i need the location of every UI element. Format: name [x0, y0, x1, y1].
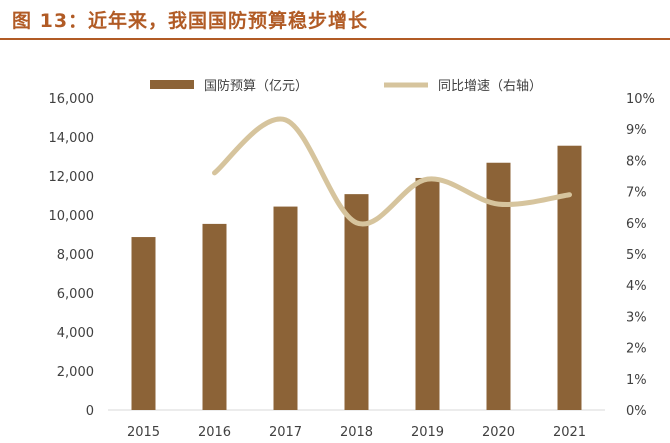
left-y-tick-label: 2,000	[57, 365, 94, 380]
right-y-tick-label: 6%	[626, 217, 647, 232]
x-tick-label: 2018	[340, 425, 373, 440]
x-tick-label: 2019	[411, 425, 444, 440]
left-y-tick-label: 8,000	[57, 248, 94, 263]
legend-bar-label: 国防预算（亿元）	[204, 78, 308, 94]
x-axis: 2015 2016 2017 2018 2019 2020 2021	[127, 425, 586, 440]
right-y-tick-label: 5%	[626, 248, 647, 263]
x-tick-label: 2017	[269, 425, 302, 440]
figure-title: 图 13：近年来，我国国防预算稳步增长	[12, 10, 369, 32]
x-tick-label: 2020	[482, 425, 515, 440]
legend-bar-swatch	[150, 80, 194, 89]
right-y-tick-label: 4%	[626, 279, 647, 294]
right-y-axis: 0% 1% 2% 3% 4% 5% 6% 7% 8% 9% 10%	[626, 92, 655, 419]
right-y-tick-label: 7%	[626, 186, 647, 201]
bar	[557, 145, 582, 411]
left-y-axis: 0 2,000 4,000 6,000 8,000 10,000 12,000 14,000 1…	[49, 92, 95, 419]
x-tick-label: 2015	[127, 425, 160, 440]
left-y-tick-label: 4,000	[57, 326, 94, 341]
x-tick-label: 2021	[553, 425, 586, 440]
bar-series	[131, 145, 582, 411]
right-y-tick-label: 10%	[626, 92, 655, 107]
left-y-tick-label: 16,000	[49, 92, 95, 107]
right-y-tick-label: 2%	[626, 342, 647, 357]
right-y-tick-label: 8%	[626, 154, 647, 169]
bar	[131, 237, 156, 410]
title-divider	[0, 38, 670, 40]
x-tick-label: 2016	[198, 425, 231, 440]
bar	[273, 206, 298, 410]
left-y-tick-label: 10,000	[49, 209, 95, 224]
legend: 国防预算（亿元） 同比增速（右轴）	[150, 78, 542, 94]
right-y-tick-label: 1%	[626, 373, 647, 388]
right-y-tick-label: 0%	[626, 404, 647, 419]
left-y-tick-label: 14,000	[49, 131, 95, 146]
growth-rate-line	[212, 116, 572, 227]
left-y-tick-label: 6,000	[57, 287, 94, 302]
left-y-tick-label: 12,000	[49, 170, 95, 185]
left-y-tick-label: 0	[86, 404, 94, 419]
bar	[415, 177, 440, 410]
right-y-tick-label: 9%	[626, 123, 647, 138]
right-y-tick-label: 3%	[626, 310, 647, 325]
bar	[344, 194, 369, 410]
legend-line-label: 同比增速（右轴）	[438, 79, 542, 94]
bar	[202, 223, 227, 410]
